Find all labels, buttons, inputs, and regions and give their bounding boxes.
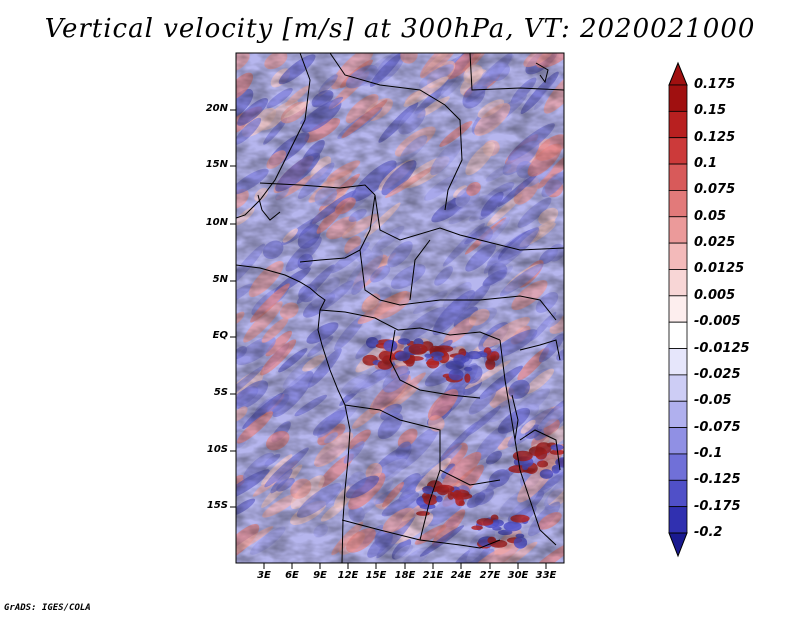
colorbar <box>668 61 688 558</box>
colorbar-swatch <box>668 110 688 139</box>
colorbar-swatch <box>668 374 688 402</box>
lon-tick-label: 12E <box>337 570 359 581</box>
credit-text: GrADS: IGES/COLA <box>4 603 91 613</box>
colorbar-swatch <box>668 400 688 428</box>
colorbar-swatch <box>668 269 688 297</box>
colorbar-swatch <box>668 427 688 455</box>
colorbar-label: -0.075 <box>694 419 741 435</box>
colorbar-label: 0.1 <box>694 156 718 172</box>
colorbar-swatch <box>668 216 688 244</box>
colorbar-label: 0.075 <box>694 182 736 198</box>
lon-tick-label: 18E <box>394 570 416 581</box>
lon-tick-label: 30E <box>507 570 529 581</box>
velocity-field <box>236 53 564 563</box>
lon-tick-label: 9E <box>313 570 327 581</box>
colorbar-label: -0.025 <box>694 366 741 382</box>
lat-tick-label: 10N <box>205 217 228 228</box>
colorbar-swatch <box>668 295 688 323</box>
lon-tick-label: 3E <box>257 570 271 581</box>
colorbar-swatch <box>668 242 688 270</box>
colorbar-label: -0.05 <box>694 393 732 409</box>
lon-tick-label: 15E <box>365 570 387 581</box>
colorbar-swatch <box>668 348 688 376</box>
colorbar-swatch <box>668 84 688 112</box>
country-borders <box>236 53 564 563</box>
lon-tick-label: 24E <box>450 570 472 581</box>
lon-tick-label: 21E <box>422 570 444 581</box>
colorbar-label: 0.175 <box>694 77 736 92</box>
colorbar-swatch <box>668 137 688 165</box>
lat-tick-label: 5S <box>213 387 228 398</box>
colorbar-bottom-arrow <box>668 532 688 558</box>
colorbar-label: -0.1 <box>694 445 723 461</box>
colorbar-swatch <box>668 453 688 481</box>
colorbar-swatch <box>668 190 688 218</box>
colorbar-swatch <box>668 479 688 508</box>
colorbar-swatch <box>668 506 688 534</box>
lat-tick-label: 15S <box>206 500 228 511</box>
lon-tick-label: 33E <box>535 570 557 581</box>
lon-tick-label: 6E <box>285 570 299 581</box>
colorbar-swatch <box>668 163 688 191</box>
colorbar-label: 0.125 <box>694 129 736 145</box>
colorbar-label: -0.125 <box>694 472 741 488</box>
colorbar-label: -0.2 <box>694 525 723 540</box>
lat-tick-label: 10S <box>206 444 228 455</box>
lat-tick-label: 20N <box>205 103 228 114</box>
lat-tick-label: 5N <box>212 274 228 285</box>
colorbar-label: 0.005 <box>694 287 736 303</box>
lat-tick-label: EQ <box>212 330 228 341</box>
colorbar-swatch <box>668 321 688 349</box>
colorbar-label: 0.025 <box>694 235 736 251</box>
colorbar-label: -0.005 <box>694 314 741 330</box>
colorbar-label: -0.175 <box>694 498 741 514</box>
colorbar-label: 0.15 <box>694 103 727 119</box>
colorbar-label: -0.0125 <box>694 340 750 356</box>
lat-tick-label: 15N <box>205 159 228 170</box>
colorbar-label: 0.0125 <box>694 261 745 277</box>
colorbar-label: 0.05 <box>694 208 727 224</box>
map-title: Vertical velocity [m/s] at 300hPa, VT: 2… <box>44 14 756 44</box>
colorbar-top-arrow <box>668 61 688 86</box>
lon-tick-label: 27E <box>479 570 501 581</box>
plot-frame <box>235 52 565 564</box>
